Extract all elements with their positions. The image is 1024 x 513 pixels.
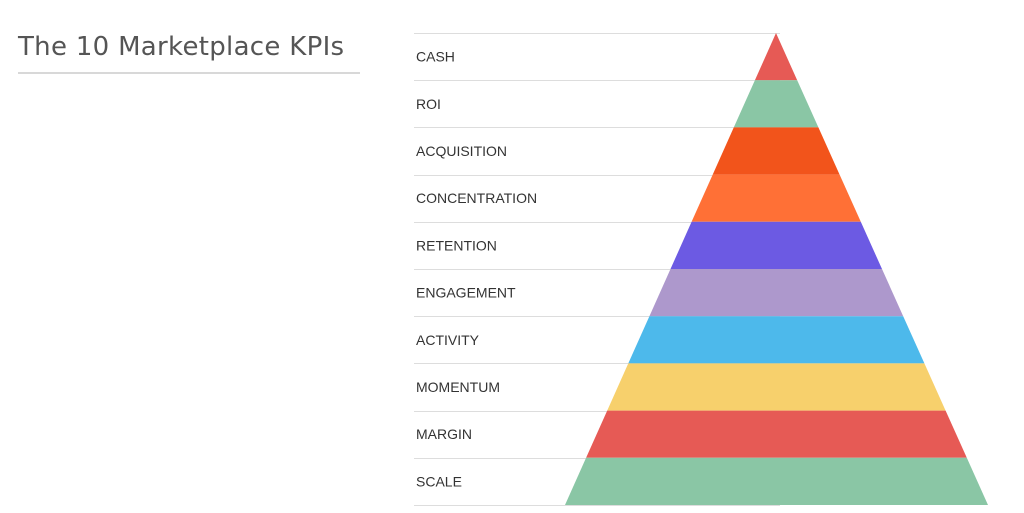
tier-band-roi (733, 80, 819, 128)
tier-label-margin: MARGIN (416, 426, 472, 442)
tier-label-acquisition: ACQUISITION (416, 143, 507, 159)
tier-label-retention: RETENTION (416, 237, 497, 253)
tier-band-retention (670, 221, 882, 269)
tier-band-activity (628, 316, 925, 364)
tier-label-concentration: CONCENTRATION (416, 190, 537, 206)
tier-label-engagement: ENGAGEMENT (416, 285, 516, 301)
title-underline (18, 72, 360, 75)
tier-band-margin (586, 410, 967, 458)
tier-label-cash: CASH (416, 49, 455, 65)
tier-label-scale: SCALE (416, 473, 462, 489)
tier-label-activity: ACTIVITY (416, 332, 480, 348)
tier-band-momentum (607, 363, 946, 411)
tier-label-roi: ROI (416, 96, 441, 112)
tier-label-momentum: MOMENTUM (416, 379, 500, 395)
title-block: The 10 Marketplace KPIs (18, 32, 360, 75)
tier-band-acquisition (712, 127, 840, 175)
tier-labels: CASH ROI ACQUISITION CONCENTRATION RETENTION… (416, 49, 537, 490)
tier-band-concentration (691, 174, 861, 222)
tier-band-cash (754, 33, 798, 81)
page-title: The 10 Marketplace KPIs (18, 32, 345, 62)
tier-band-engagement (649, 269, 904, 317)
pyramid-tiers (565, 33, 988, 505)
tier-band-scale (565, 457, 988, 505)
